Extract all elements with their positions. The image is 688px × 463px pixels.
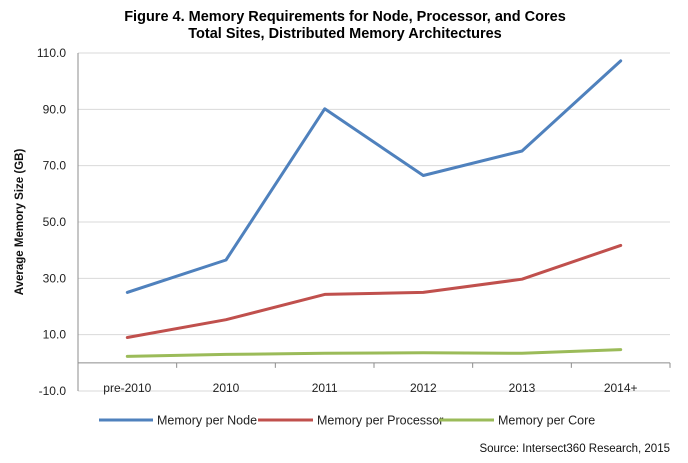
data-series bbox=[125, 59, 623, 358]
gridlines bbox=[78, 52, 670, 392]
legend-label: Memory per Node bbox=[157, 414, 257, 428]
y-tick-label: 70.0 bbox=[43, 159, 67, 173]
source-note: Source: Intersect360 Research, 2015 bbox=[479, 443, 670, 455]
axes: -10.0 10.0 30.0 50.0 70.0 90.0 110.0 pre-2010 20… bbox=[37, 46, 671, 398]
y-tick-label: 110.0 bbox=[37, 46, 66, 60]
series-line-3 bbox=[125, 348, 623, 358]
y-tick-label: 50.0 bbox=[43, 215, 67, 229]
y-tick-label: -10.0 bbox=[39, 384, 67, 398]
y-tick-label: 90.0 bbox=[43, 102, 67, 116]
x-tick-label: 2014+ bbox=[604, 381, 638, 395]
x-tick-label: 2013 bbox=[509, 381, 536, 395]
x-tick-label: pre-2010 bbox=[103, 381, 151, 395]
x-tick-label: 2010 bbox=[213, 381, 240, 395]
legend-label: Memory per Core bbox=[498, 414, 595, 428]
legend: Memory per Node Memory per Processor Memor… bbox=[99, 414, 595, 428]
chart-title-line-1: Figure 4. Memory Requirements for Node, … bbox=[124, 9, 566, 25]
y-axis-label: Average Memory Size (GB) bbox=[14, 149, 26, 296]
series-line-1 bbox=[125, 59, 623, 294]
y-tick-label: 10.0 bbox=[43, 328, 67, 342]
legend-label: Memory per Processor bbox=[317, 414, 443, 428]
x-tick-label: 2012 bbox=[410, 381, 437, 395]
chart-title-line-2: Total Sites, Distributed Memory Architec… bbox=[188, 26, 501, 42]
x-tick-label: 2011 bbox=[312, 381, 338, 395]
y-tick-label: 30.0 bbox=[43, 271, 67, 285]
series-line-2 bbox=[125, 243, 623, 339]
